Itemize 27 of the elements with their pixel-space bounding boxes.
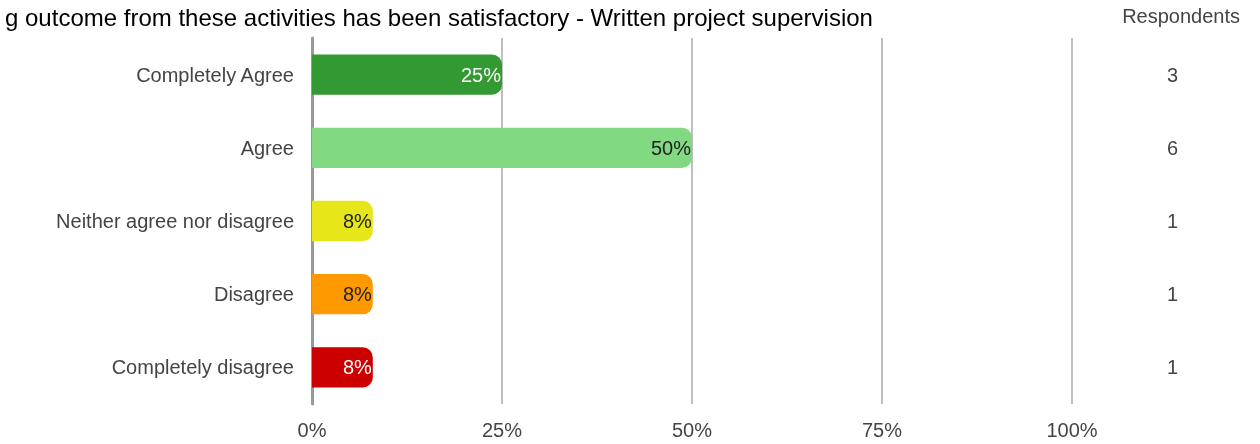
chart-title: g outcome from these activities has been satisfactory - Written project supervision: [5, 3, 873, 31]
bar: [312, 347, 373, 388]
bar: [312, 274, 373, 315]
bar: [312, 54, 502, 95]
y-tick-label: Completely Agree: [136, 63, 294, 86]
x-tick-label: 25%: [481, 419, 523, 441]
y2-tick-label: 1: [1166, 283, 1178, 306]
y2-tick-label: 3: [1166, 63, 1178, 86]
y2-tick-label: 6: [1166, 136, 1178, 159]
y-tick-label: Disagree: [213, 283, 294, 306]
x-tick-label: 100%: [1046, 419, 1098, 441]
y2-axis-title: Respondents: [1122, 5, 1240, 27]
bar: [312, 200, 373, 242]
bar: [312, 127, 692, 168]
data-label: 8%: [342, 210, 373, 232]
y-tick-label: Neither agree nor disagree: [56, 210, 294, 232]
data-label: 8%: [342, 283, 373, 306]
x-tick-label: 0%: [297, 419, 327, 441]
data-label: 25%: [460, 63, 502, 86]
y-tick-label: Completely disagree: [111, 356, 294, 379]
y2-tick-label: 1: [1166, 356, 1178, 379]
data-label: 8%: [342, 356, 373, 379]
data-label: 50%: [650, 136, 692, 159]
y-tick-label: Agree: [240, 136, 294, 159]
x-tick-label: 75%: [861, 419, 903, 441]
y2-tick-label: 1: [1166, 210, 1178, 232]
x-tick-label: 50%: [671, 419, 713, 441]
